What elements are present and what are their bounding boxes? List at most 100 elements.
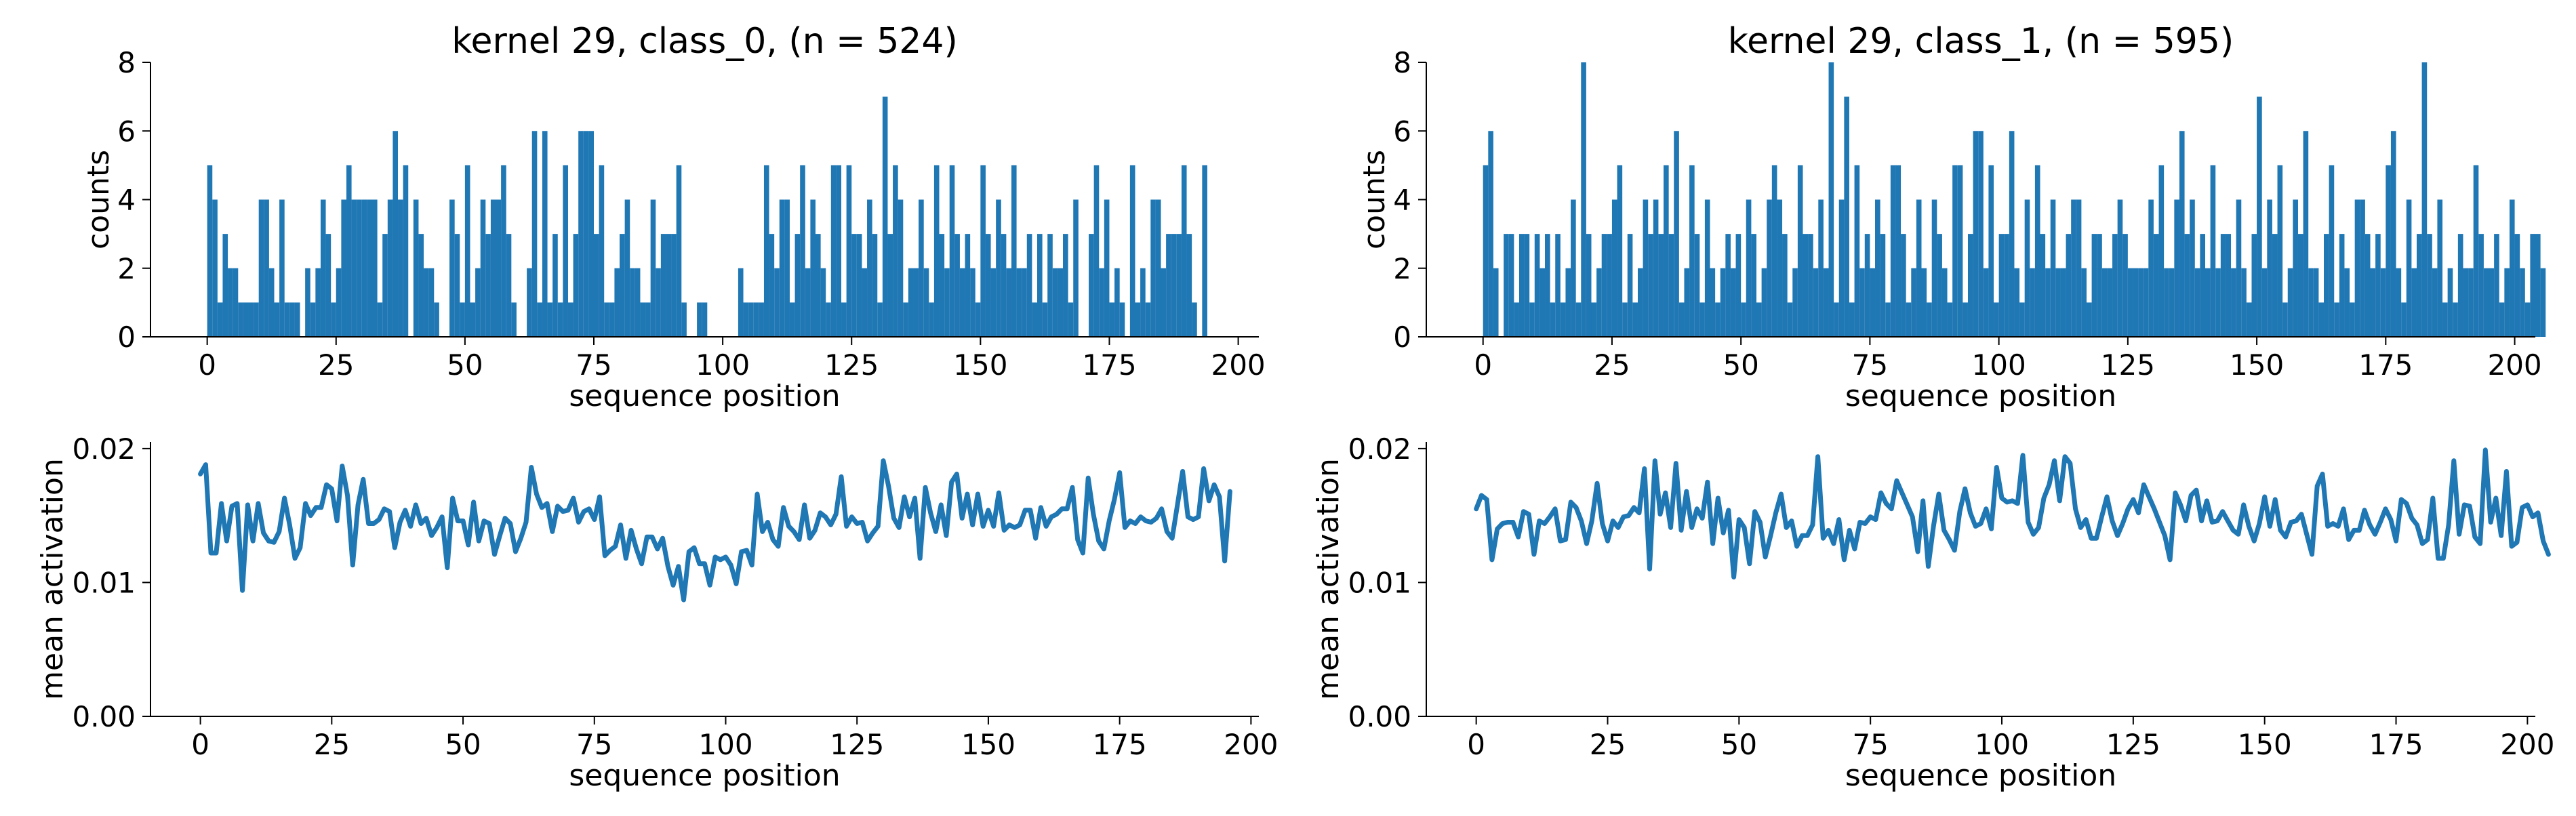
histogram-bar xyxy=(2360,199,2365,337)
histogram-bar xyxy=(1967,234,1973,337)
histogram-bar xyxy=(1617,165,1623,337)
histogram-bar xyxy=(1042,302,1048,337)
histogram-bar xyxy=(2060,268,2066,337)
x-tick-label: 150 xyxy=(2238,728,2292,761)
histogram-bar xyxy=(1761,268,1767,337)
histogram-bar xyxy=(2520,268,2525,337)
histogram-bar xyxy=(527,268,532,337)
histogram-bar xyxy=(1653,199,1659,337)
histogram-bar xyxy=(2427,234,2432,337)
histogram-bar xyxy=(816,234,821,337)
histogram-bar xyxy=(872,234,878,337)
histogram-bar xyxy=(1508,234,1514,337)
histogram-bar xyxy=(1058,268,1064,337)
histogram-bar xyxy=(774,268,780,337)
x-tick-label: 25 xyxy=(1594,348,1630,382)
histogram-bar xyxy=(2040,234,2046,337)
histogram-bar xyxy=(2499,302,2505,337)
histogram-bar xyxy=(944,268,950,337)
x-tick-label: 75 xyxy=(576,348,611,382)
x-tick-label: 25 xyxy=(318,348,354,382)
histogram-bar xyxy=(1813,268,1819,337)
histogram-bar xyxy=(2246,302,2252,337)
histogram-bar xyxy=(2200,234,2206,337)
x-axis-label: sequence position xyxy=(569,758,840,793)
histogram-bar xyxy=(1591,302,1597,337)
x-axis-label: sequence position xyxy=(1845,758,2116,793)
histogram-bar xyxy=(2463,268,2469,337)
histogram-bar xyxy=(1202,165,1207,337)
histogram-bar xyxy=(2540,268,2546,337)
histogram-bar xyxy=(2138,268,2144,337)
histogram-bar xyxy=(387,199,393,337)
histogram-bar xyxy=(810,199,816,337)
histogram-bar xyxy=(2303,131,2309,337)
histogram-bar xyxy=(2370,268,2376,337)
histogram-bar xyxy=(2148,199,2154,337)
histogram-bar xyxy=(1192,302,1197,337)
histogram-bar xyxy=(2453,302,2458,337)
histogram-bar xyxy=(346,165,352,337)
y-tick-label: 6 xyxy=(117,115,136,148)
y-axis-label: counts xyxy=(81,150,116,249)
histogram-bar xyxy=(893,165,898,337)
y-tick-label: 8 xyxy=(1393,46,1411,79)
x-tick-label: 200 xyxy=(1224,728,1278,761)
y-axis-label: mean activation xyxy=(35,458,70,700)
histogram-bar xyxy=(268,268,275,337)
y-tick-label: 0.02 xyxy=(1348,432,1411,466)
histogram-bar xyxy=(1171,234,1177,337)
histogram-bar xyxy=(2354,199,2360,337)
y-axis-label: mean activation xyxy=(1311,458,1346,700)
histogram-bar xyxy=(1571,199,1576,337)
histogram-bar xyxy=(1668,234,1674,337)
histogram-bar xyxy=(1767,199,1772,337)
histogram-bar xyxy=(434,302,439,337)
x-tick-label: 100 xyxy=(1975,728,2029,761)
histogram-bar xyxy=(2169,268,2175,337)
histogram-bar xyxy=(1916,199,1922,337)
histogram-bar xyxy=(2174,199,2179,337)
y-tick-label: 0 xyxy=(117,321,136,354)
histogram-bar xyxy=(1140,268,1146,337)
histogram-bar xyxy=(1037,234,1043,337)
histogram-bar xyxy=(1607,234,1612,337)
histogram-bar xyxy=(2133,268,2139,337)
histogram-bar xyxy=(1534,234,1540,337)
histogram-bar xyxy=(1803,234,1809,337)
histogram-bar xyxy=(1998,234,2005,337)
histogram-bar xyxy=(1135,302,1141,337)
histogram-bar xyxy=(1493,268,1499,337)
histogram-bar xyxy=(660,234,666,337)
histogram-bar xyxy=(846,165,852,337)
histogram-bar xyxy=(351,199,357,337)
histogram-bar xyxy=(403,165,409,337)
histogram-bar xyxy=(1704,199,1710,337)
histogram-bar xyxy=(1001,234,1007,337)
histogram-bar xyxy=(310,302,316,337)
histogram-bar xyxy=(1504,234,1509,337)
histogram-bar xyxy=(1792,268,1798,337)
histogram-bar xyxy=(2153,234,2159,337)
histogram-bar xyxy=(2324,234,2329,337)
histogram-bar xyxy=(217,302,223,337)
histogram-bar xyxy=(305,268,310,337)
histogram-bar xyxy=(1838,199,1845,337)
histogram-bar xyxy=(1947,302,1953,337)
histogram-bar xyxy=(470,302,476,337)
histogram-bar xyxy=(1581,62,1586,337)
histogram-bar xyxy=(1006,268,1011,337)
histogram-bar xyxy=(1518,234,1525,337)
histogram-bar xyxy=(567,302,573,337)
histogram-bar xyxy=(2334,302,2339,337)
histogram-bar xyxy=(1787,302,1793,337)
histogram-bar xyxy=(1539,268,1546,337)
x-tick-label: 150 xyxy=(953,348,1007,382)
x-tick-label: 150 xyxy=(2230,348,2284,382)
histogram-bar xyxy=(424,268,429,337)
histogram-bar xyxy=(2287,268,2293,337)
histogram-bar xyxy=(460,302,465,337)
x-tick-label: 0 xyxy=(1474,348,1492,382)
histogram-bar xyxy=(1022,268,1027,337)
histogram-bar xyxy=(2329,165,2335,337)
